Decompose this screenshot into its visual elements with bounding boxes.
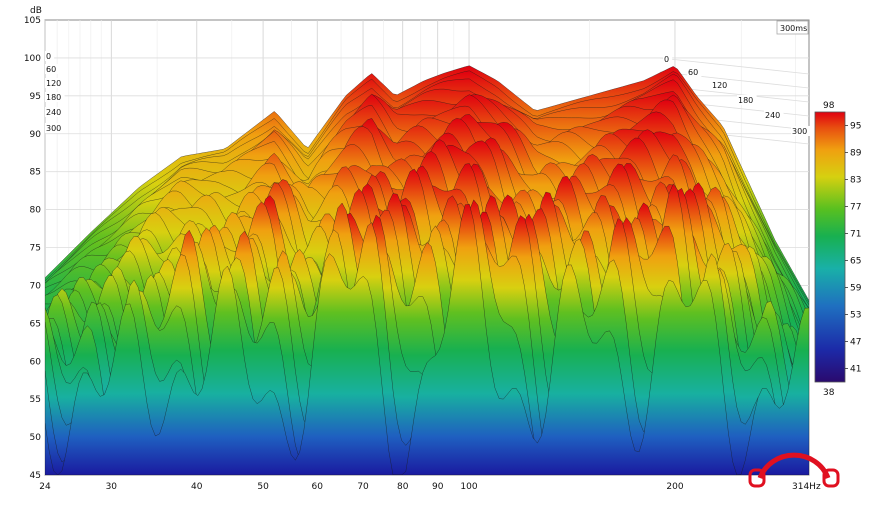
time-label-left: 300 [46,124,61,133]
colorbar-ticks: 95 89 83 77 71 65 59 53 47 41 [845,122,862,375]
y-tick-label: 100 [24,54,41,64]
x-tick-label: 40 [191,482,203,492]
y-tick-label: 45 [30,471,41,481]
time-label-bg [687,67,702,77]
colorbar [814,111,846,383]
x-tick-label: 90 [432,482,444,492]
y-tick-label: 80 [30,206,42,216]
time-label-bg [45,64,60,74]
y-axis-label: dB [30,6,42,16]
time-label-right: 300 [792,127,807,136]
time-label-right: 0 [664,55,669,64]
y-axis-ticks: 105 100 95 90 85 80 75 70 65 60 55 50 45 [24,16,41,481]
time-label-left: 60 [46,65,56,74]
headphones-logo [748,452,840,488]
x-tick-label: 80 [397,482,409,492]
time-label-right: 60 [688,68,698,77]
y-tick-label: 50 [30,433,42,443]
time-label-bg [791,126,811,136]
waterfall-slices [45,65,809,475]
depth-grid-line [659,57,810,75]
x-tick-label: 200 [666,482,683,492]
x-tick-label: 100 [460,482,477,492]
y-tick-label: 105 [24,16,41,26]
x-tick-label: 30 [106,482,118,492]
colorbar-tick-label: 95 [850,122,861,132]
x-tick-label: 24 [39,482,51,492]
time-label-bg [711,80,731,90]
x-end-label: 314Hz [792,482,821,492]
time-label-left: 0 [46,52,51,61]
time-label-left: 180 [46,93,61,102]
time-label-right: 180 [738,96,753,105]
colorbar-tick-label: 71 [850,230,861,240]
time-label-bg [737,95,757,105]
colorbar-tick-label: 83 [850,176,861,186]
y-tick-label: 70 [30,281,42,291]
x-tick-label: 50 [257,482,269,492]
y-tick-label: 60 [30,357,42,367]
time-label-right: 240 [765,111,780,120]
colorbar-tick-label: 41 [850,365,861,375]
time-range-box [776,20,809,35]
time-label-bg [764,110,784,120]
time-label-bg [45,107,65,117]
time-label-bg [45,78,65,88]
y-tick-label: 85 [30,168,41,178]
waterfall-slice [45,203,809,475]
y-tick-label: 90 [30,130,42,140]
y-tick-label: 55 [30,395,41,405]
time-label-bg [45,123,65,133]
colorbar-tick-label: 59 [850,284,862,294]
y-tick-label: 65 [30,319,41,329]
colorbar-tick-label: 89 [850,149,862,159]
time-label-bg [45,92,65,102]
y-tick-label: 75 [30,244,41,254]
time-labels-right: 0 60 120 180 240 300 [663,54,811,136]
colorbar-min-label: 38 [823,388,835,398]
time-label-left: 240 [46,108,61,117]
time-label-left: 120 [46,79,61,88]
x-tick-label: 70 [357,482,369,492]
colorbar-max-label: 98 [823,101,835,111]
colorbar-tick-label: 47 [850,338,861,348]
colorbar-tick-label: 77 [850,203,861,213]
depth-grid-line [659,71,810,89]
time-label-right: 120 [712,81,727,90]
colorbar-tick-label: 53 [850,311,861,321]
time-labels-left: 0 60 120 180 240 300 [45,51,65,133]
x-tick-label: 60 [312,482,324,492]
colorbar-tick-label: 65 [850,257,861,267]
time-range-label: 300ms [780,24,807,33]
time-label-bg [663,54,673,64]
y-tick-label: 95 [30,92,41,102]
x-axis-ticks: 24 30 40 50 60 70 80 90 100 200 [39,482,684,492]
time-label-bg [45,51,55,61]
